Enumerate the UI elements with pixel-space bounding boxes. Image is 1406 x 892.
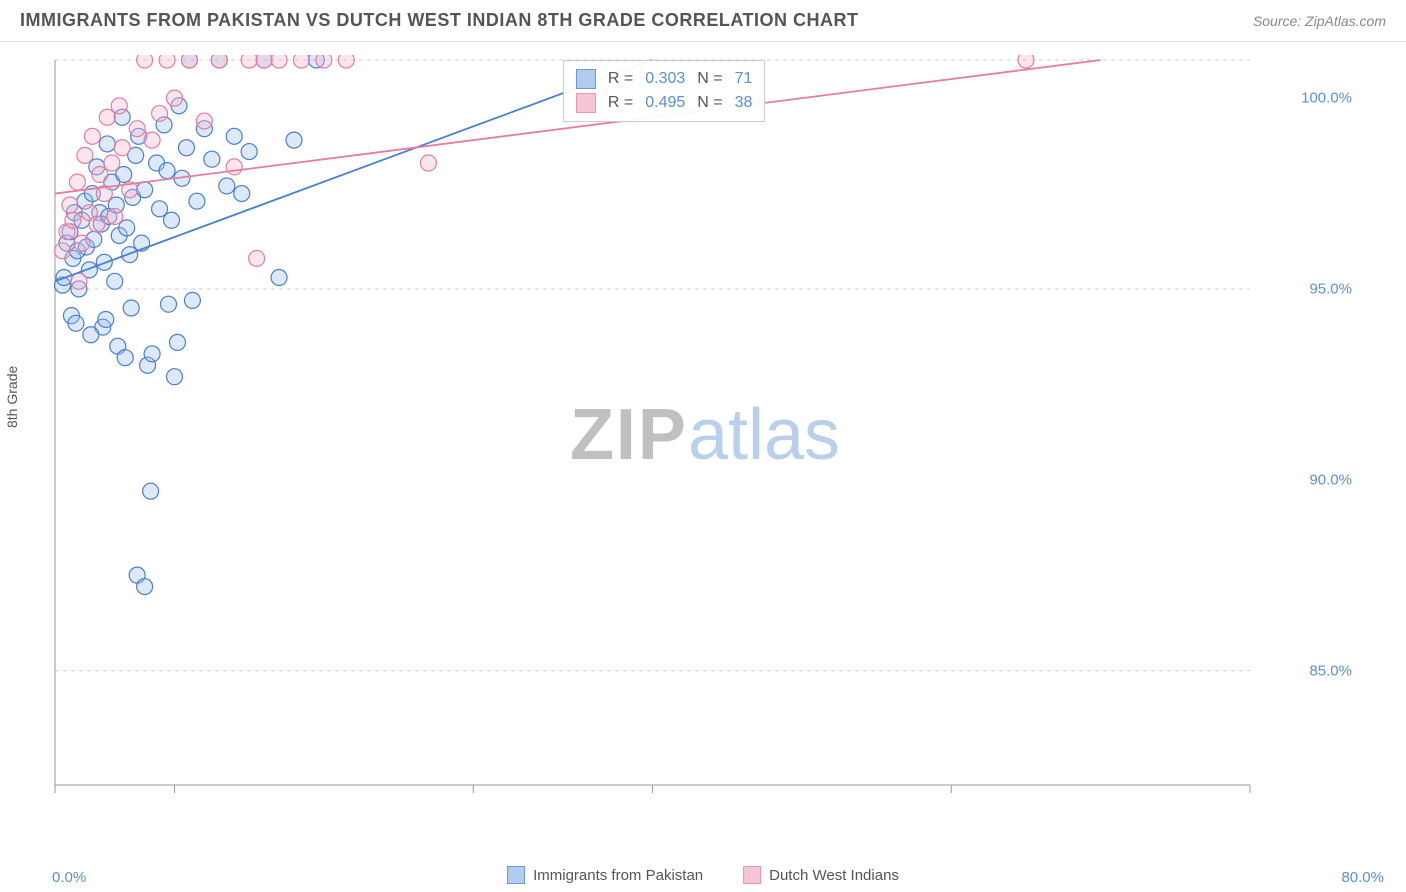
legend-swatch-series2 — [743, 866, 761, 884]
y-tick-label: 85.0% — [1309, 662, 1352, 679]
y-axis-label: 8th Grade — [4, 366, 20, 428]
r-value-series1: 0.303 — [645, 70, 685, 88]
n-label: N = — [697, 70, 722, 88]
chart-header: IMMIGRANTS FROM PAKISTAN VS DUTCH WEST I… — [0, 0, 1406, 42]
x-axis-min-label: 0.0% — [52, 869, 86, 886]
n-value-series1: 71 — [735, 70, 753, 88]
stat-swatch-series2 — [576, 93, 596, 113]
y-tick-label: 95.0% — [1309, 280, 1352, 297]
r-value-series2: 0.495 — [645, 94, 685, 112]
chart-title: IMMIGRANTS FROM PAKISTAN VS DUTCH WEST I… — [20, 10, 858, 31]
scatter-plot — [50, 55, 1360, 815]
stat-swatch-series1 — [576, 69, 596, 89]
legend-label-series2: Dutch West Indians — [769, 867, 899, 884]
stat-row-series1: R = 0.303 N = 71 — [576, 67, 753, 91]
chart-area: ZIPatlas R = 0.303 N = 71 R = 0.495 N = … — [50, 55, 1360, 815]
legend-item-series2: Dutch West Indians — [743, 866, 899, 884]
legend-item-series1: Immigrants from Pakistan — [507, 866, 703, 884]
y-tick-label: 90.0% — [1309, 471, 1352, 488]
x-axis-max-label: 80.0% — [1341, 869, 1384, 886]
legend-swatch-series1 — [507, 866, 525, 884]
legend-label-series1: Immigrants from Pakistan — [533, 867, 703, 884]
r-label: R = — [608, 70, 633, 88]
n-label-2: N = — [697, 94, 722, 112]
n-value-series2: 38 — [735, 94, 753, 112]
chart-source: Source: ZipAtlas.com — [1253, 13, 1386, 29]
stat-row-series2: R = 0.495 N = 38 — [576, 91, 753, 115]
correlation-stats-box: R = 0.303 N = 71 R = 0.495 N = 38 — [563, 60, 766, 122]
legend: Immigrants from Pakistan Dutch West Indi… — [507, 866, 899, 884]
r-label-2: R = — [608, 94, 633, 112]
y-tick-label: 100.0% — [1301, 90, 1352, 107]
